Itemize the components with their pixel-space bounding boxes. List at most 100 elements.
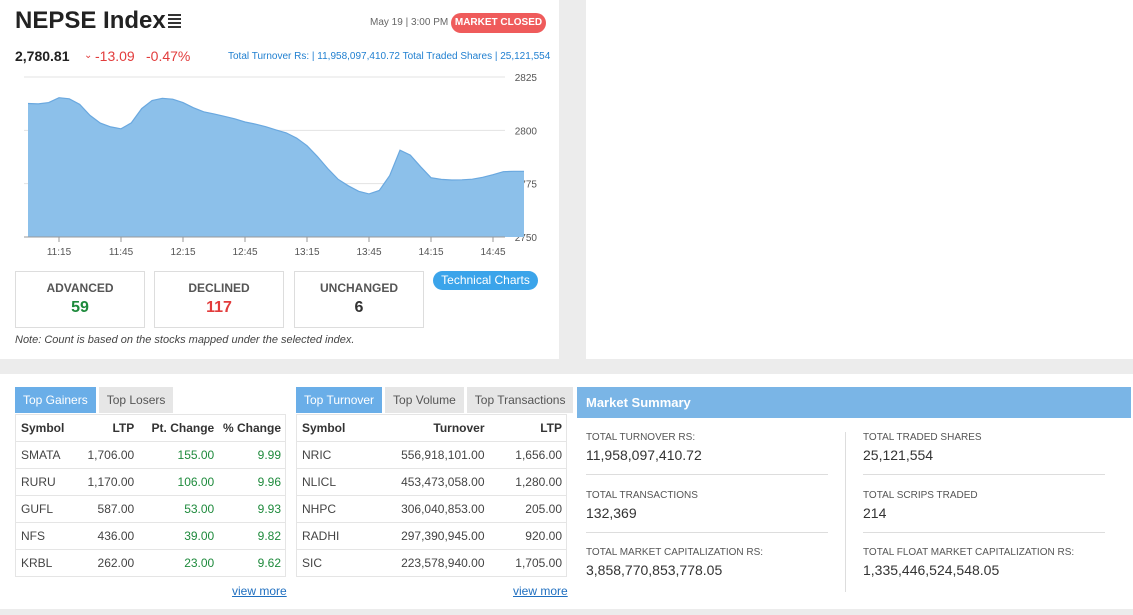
summary-divider (586, 532, 828, 533)
market-status-badge: MARKET CLOSED (451, 13, 546, 33)
movers-panel: Top Gainers Top Losers Symbol LTP Pt. Ch… (0, 374, 1133, 609)
table-cell: 106.00 (138, 468, 219, 496)
table-header-row: Symbol LTP Pt. Change % Change (15, 414, 286, 442)
summary-label: TOTAL TRADED SHARES (863, 432, 982, 443)
declined-count-box: DECLINED 117 (154, 271, 284, 328)
table-row[interactable]: KRBL 262.00 23.00 9.62 (15, 549, 286, 577)
table-row[interactable]: NLICL 453,473,058.00 1,280.00 (296, 468, 567, 496)
table-cell: 9.62 (218, 549, 286, 577)
index-percent-change: -0.47% (146, 48, 191, 64)
advanced-label: ADVANCED (46, 281, 114, 295)
summary-float-market-cap: TOTAL FLOAT MARKET CAPITALIZATION RS: 1,… (863, 547, 1074, 578)
column-header: LTP (87, 414, 139, 442)
tab-top-gainers[interactable]: Top Gainers (15, 387, 96, 413)
index-area (28, 97, 524, 237)
table-row[interactable]: SMATA 1,706.00 155.00 9.99 (15, 441, 286, 469)
symbol-cell[interactable]: SMATA (15, 441, 88, 469)
y-tick-label: 2825 (515, 73, 538, 84)
table-cell: 436.00 (87, 522, 139, 550)
turnover-view-more-link[interactable]: view more (513, 584, 568, 598)
table-cell: 1,170.00 (87, 468, 139, 496)
table-cell: 920.00 (488, 522, 567, 550)
x-tick-label: 12:45 (232, 247, 257, 258)
summary-value: 3,858,770,853,778.05 (586, 562, 723, 578)
unchanged-label: UNCHANGED (320, 281, 398, 295)
summary-value: 1,335,446,524,548.05 (863, 562, 1000, 578)
summary-divider (586, 474, 828, 475)
column-header: Symbol (15, 414, 88, 442)
symbol-cell[interactable]: RADHI (296, 522, 369, 550)
x-tick-label: 14:15 (418, 247, 443, 258)
table-cell: 9.99 (218, 441, 286, 469)
gainers-table: Symbol LTP Pt. Change % Change SMATA 1,70… (15, 414, 286, 577)
summary-total-traded-shares: TOTAL TRADED SHARES 25,121,554 (863, 432, 982, 463)
column-header: LTP (488, 414, 567, 442)
summary-column-divider (845, 432, 846, 592)
symbol-cell[interactable]: NHPC (296, 495, 369, 523)
summary-label: TOTAL FLOAT MARKET CAPITALIZATION RS: (863, 547, 1075, 558)
declined-value: 117 (206, 299, 232, 316)
table-row[interactable]: RADHI 297,390,945.00 920.00 (296, 522, 567, 550)
table-cell: 306,040,853.00 (368, 495, 489, 523)
gainers-tabs: Top Gainers Top Losers (15, 387, 174, 413)
table-cell: 9.82 (218, 522, 286, 550)
table-cell: 297,390,945.00 (368, 522, 489, 550)
summary-value: 11,958,097,410.72 (586, 447, 702, 463)
summary-value: 132,369 (586, 505, 637, 521)
table-header-row: Symbol Turnover LTP (296, 414, 567, 442)
symbol-cell[interactable]: NRIC (296, 441, 369, 469)
arrow-down-icon: ⌄ (84, 50, 93, 61)
summary-value: 214 (863, 505, 887, 521)
tab-top-volume[interactable]: Top Volume (385, 387, 464, 413)
table-cell: 9.93 (218, 495, 286, 523)
table-cell: 9.96 (218, 468, 286, 496)
column-header: Pt. Change (138, 414, 219, 442)
summary-total-transactions: TOTAL TRANSACTIONS 132,369 (586, 490, 698, 521)
table-row[interactable]: NFS 436.00 39.00 9.82 (15, 522, 286, 550)
count-note: Note: Count is based on the stocks mappe… (15, 334, 355, 346)
turnover-summary-line: Total Turnover Rs: | 11,958,097,410.72 T… (228, 51, 551, 62)
summary-value: 25,121,554 (863, 447, 934, 463)
table-cell: 155.00 (138, 441, 219, 469)
summary-divider (863, 532, 1105, 533)
symbol-cell[interactable]: SIC (296, 549, 369, 577)
technical-charts-button[interactable]: Technical Charts (433, 271, 538, 290)
column-header: Turnover (368, 414, 489, 442)
y-tick-label: 2775 (515, 180, 538, 191)
table-row[interactable]: RURU 1,170.00 106.00 9.96 (15, 468, 286, 496)
table-cell: 453,473,058.00 (368, 468, 489, 496)
x-tick-label: 14:45 (480, 247, 505, 258)
symbol-cell[interactable]: RURU (15, 468, 88, 496)
tab-top-losers[interactable]: Top Losers (98, 387, 174, 413)
table-cell: 205.00 (488, 495, 567, 523)
index-point-change: -13.09 (95, 48, 135, 64)
table-row[interactable]: NHPC 306,040,853.00 205.00 (296, 495, 567, 523)
menu-icon[interactable] (168, 14, 181, 28)
index-panel: NEPSE Index May 19 | 3:00 PM MARKET CLOS… (0, 0, 559, 359)
index-line (27, 97, 524, 195)
index-chart[interactable]: 2825 2800 2775 2750 11:15 11:45 12:15 12:45 13:1… (0, 66, 559, 266)
table-cell: 1,280.00 (488, 468, 567, 496)
y-tick-label: 2750 (515, 233, 538, 244)
table-row[interactable]: NRIC 556,918,101.00 1,656.00 (296, 441, 567, 469)
column-header: Symbol (296, 414, 369, 442)
table-row[interactable]: SIC 223,578,940.00 1,705.00 (296, 549, 567, 577)
tab-top-transactions[interactable]: Top Transactions (466, 387, 574, 413)
summary-label: TOTAL SCRIPS TRADED (863, 490, 978, 501)
y-tick-label: 2800 (515, 126, 538, 137)
turnover-tabs: Top Turnover Top Volume Top Transactions (296, 387, 574, 413)
tab-top-turnover[interactable]: Top Turnover (296, 387, 383, 413)
index-value: 2,780.81 (15, 48, 70, 64)
summary-total-scrips: TOTAL SCRIPS TRADED 214 (863, 490, 978, 521)
symbol-cell[interactable]: NFS (15, 522, 88, 550)
advanced-count-box: ADVANCED 59 (15, 271, 145, 328)
blank-panel (586, 0, 1133, 359)
unchanged-count-box: UNCHANGED 6 (294, 271, 424, 328)
summary-total-turnover: TOTAL TURNOVER RS: 11,958,097,410.72 (586, 432, 702, 463)
symbol-cell[interactable]: NLICL (296, 468, 369, 496)
symbol-cell[interactable]: KRBL (15, 549, 88, 577)
symbol-cell[interactable]: GUFL (15, 495, 88, 523)
table-row[interactable]: GUFL 587.00 53.00 9.93 (15, 495, 286, 523)
table-cell: 556,918,101.00 (368, 441, 489, 469)
gainers-view-more-link[interactable]: view more (232, 584, 287, 598)
